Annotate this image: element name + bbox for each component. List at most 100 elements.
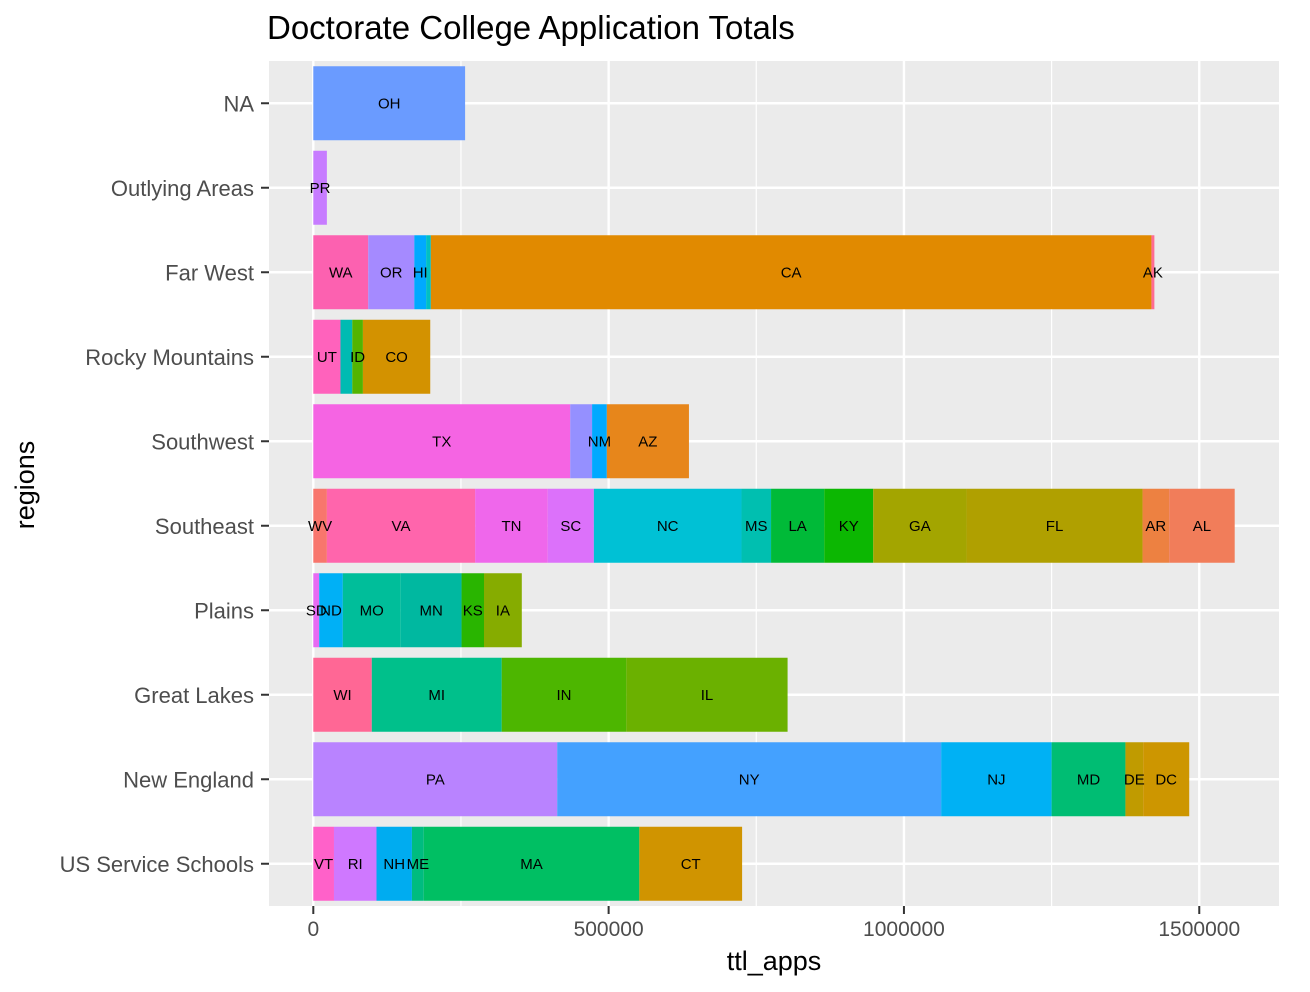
bar-segment-far-west-wa [313, 235, 369, 310]
bar-segment-far-west-or [368, 235, 415, 310]
segment-label-wv: WV [308, 518, 332, 535]
segment-label-ks: KS [463, 602, 483, 619]
segment-label-wa: WA [329, 264, 353, 281]
bar-segment-southeast-fl [966, 488, 1143, 563]
segment-label-fl: FL [1046, 518, 1064, 535]
y-axis-title: regions [10, 441, 40, 530]
segment-label-ar: AR [1145, 518, 1166, 535]
y-tick-label-rocky-mountains: Rocky Mountains [85, 345, 254, 370]
segment-label-ak: AK [1143, 264, 1163, 281]
segment-label-in: IN [557, 687, 572, 704]
bar-segment-great-lakes-in [501, 657, 627, 732]
y-axis: NA Outlying Areas Far West Rocky Mountains S… [60, 91, 269, 877]
segment-label-ct: CT [681, 856, 701, 873]
segment-label-co: CO [385, 349, 408, 366]
bar-segment-far-west-ak [1151, 235, 1155, 310]
y-tick-label-southwest: Southwest [151, 429, 254, 454]
segment-label-nj: NJ [987, 771, 1005, 788]
segment-label-al: AL [1193, 518, 1211, 535]
bar-segment-southeast-la [771, 488, 825, 563]
bar-segment-southeast-ga [873, 488, 967, 563]
segment-label-ky: KY [839, 518, 859, 535]
segment-label-ri: RI [348, 856, 363, 873]
segment-label-de: DE [1124, 771, 1145, 788]
segment-label-mo: MO [360, 602, 384, 619]
bar-segment-rocky-mountains-ut [313, 319, 341, 394]
bar-segment-us-service-schools-ri [333, 826, 377, 901]
bar-segment-outlying-areas-pr [313, 150, 327, 225]
segment-label-nh: NH [383, 856, 405, 873]
bar-segment-plains-sd [313, 573, 320, 648]
segment-label-mn: MN [419, 602, 442, 619]
segment-label-hi: HI [413, 264, 428, 281]
bar-segment-rocky-mountains [340, 319, 353, 394]
bars [313, 66, 1235, 901]
bar-segment-plains-mn [400, 573, 462, 648]
segment-label-id: ID [350, 349, 365, 366]
bar-segment-us-service-schools-vt [313, 826, 334, 901]
segment-label-ny: NY [739, 771, 760, 788]
bar-segment-southwest-tx [313, 404, 571, 479]
segment-label-ut: UT [317, 349, 337, 366]
x-axis: 0 500000 1000000 1500000 [307, 906, 1240, 941]
segment-label-nm: NM [588, 433, 611, 450]
segment-label-ma: MA [520, 856, 543, 873]
segment-label-nd: ND [320, 602, 342, 619]
bar-segment-plains-nd [319, 573, 343, 648]
bar-segment-rocky-mountains-co [362, 319, 431, 394]
segment-label-ms: MS [745, 518, 768, 535]
bar-segment-us-service-schools-ma [423, 826, 640, 901]
bar-segment-far-west [426, 235, 431, 310]
x-tick-label: 1500000 [1158, 918, 1240, 941]
bar-segment-southeast-ar [1142, 488, 1170, 563]
bar-segment-southeast-va [326, 488, 476, 563]
bar-segment-plains-ks [461, 573, 484, 648]
segment-label-az: AZ [638, 433, 657, 450]
segment-label-ca: CA [781, 264, 802, 281]
segment-label-il: IL [701, 687, 714, 704]
segment-label-or: OR [380, 264, 403, 281]
segment-label-oh: OH [378, 95, 401, 112]
bar-segment-southeast-nc [593, 488, 742, 563]
bar-segment-new-england-ny [557, 742, 942, 817]
segment-label-md: MD [1077, 771, 1100, 788]
bar-segment-us-service-schools-nh [376, 826, 412, 901]
y-tick-label-outlying-areas: Outlying Areas [111, 176, 254, 201]
bar-segment-new-england-nj [941, 742, 1052, 817]
segment-label-tn: TN [501, 518, 521, 535]
x-tick-label: 1000000 [863, 918, 945, 941]
bar-segment-southeast-tn [475, 488, 548, 563]
bar-segment-far-west-hi [414, 235, 427, 310]
bar-segment-new-england-de [1125, 742, 1144, 817]
bar-segment-southeast-al [1169, 488, 1235, 563]
x-axis-title: ttl_apps [727, 946, 822, 976]
bar-segment-great-lakes-wi [313, 657, 372, 732]
bar-segment-southeast-ky [824, 488, 874, 563]
y-tick-label-southeast: Southeast [155, 514, 254, 539]
segment-label-me: ME [407, 856, 430, 873]
y-tick-label-na: NA [223, 91, 254, 116]
bar-segment-southeast-wv [313, 488, 327, 563]
bar-segment-southwest [570, 404, 593, 479]
segment-label-vt: VT [314, 856, 333, 873]
segment-label-sd: SD [306, 602, 327, 619]
segment-label-nc: NC [657, 518, 679, 535]
bar-segment-us-service-schools-me [411, 826, 424, 901]
y-tick-label-far-west: Far West [165, 260, 254, 285]
bar-segment-far-west-ca [430, 235, 1152, 310]
segment-label-la: LA [788, 518, 806, 535]
bar-segment-new-england-md [1051, 742, 1126, 817]
bar-segment-new-england-pa [313, 742, 558, 817]
bar-segment-us-service-schools-ct [639, 826, 743, 901]
segment-label-wi: WI [333, 687, 351, 704]
segment-label-mi: MI [428, 687, 445, 704]
y-tick-label-great-lakes: Great Lakes [134, 683, 254, 708]
segment-label-ia: IA [496, 602, 510, 619]
segment-label-pa: PA [426, 771, 445, 788]
segment-label-sc: SC [560, 518, 581, 535]
bar-segment-plains-mo [342, 573, 401, 648]
bar-segment-plains-ia [483, 573, 522, 648]
bar-segment-great-lakes-mi [371, 657, 502, 732]
bar-segment-na-oh [313, 66, 466, 141]
